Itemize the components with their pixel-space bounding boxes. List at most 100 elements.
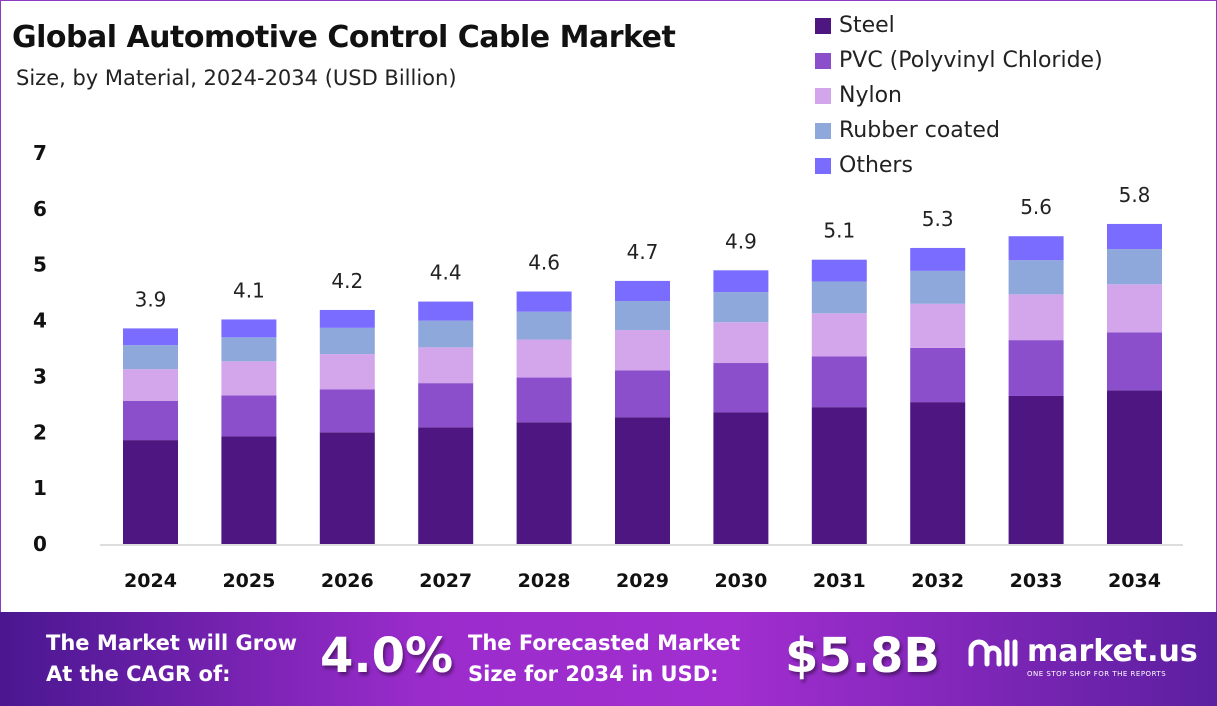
bar-segment-others	[319, 309, 375, 328]
y-tick-label: 0	[33, 532, 47, 556]
legend-swatch	[815, 17, 831, 34]
chart-title: Global Automotive Control Cable Market	[12, 20, 676, 55]
legend-label: Nylon	[839, 83, 902, 108]
legend: Steel PVC (Polyvinyl Chloride) Nylon Rubber…	[815, 8, 1103, 183]
bar-segment-steel	[123, 440, 178, 544]
bar-segment-nylon	[910, 303, 966, 348]
x-tick-label: 2031	[813, 570, 866, 592]
legend-swatch	[815, 157, 831, 174]
x-tick-label: 2028	[518, 570, 571, 592]
bar-segment-steel	[910, 402, 966, 544]
bar-segment-nylon	[713, 322, 769, 364]
x-tick-label: 2034	[1108, 570, 1161, 592]
bar-segment-rubber	[910, 270, 966, 304]
total-label: 3.9	[135, 287, 167, 311]
y-tick-label: 5	[33, 253, 47, 277]
x-tick-label: 2029	[616, 570, 669, 592]
forecast-value: $5.8B	[785, 628, 941, 684]
bar-segment-nylon	[221, 361, 277, 396]
legend-item: Steel	[815, 8, 1103, 43]
legend-label: Rubber coated	[839, 118, 1000, 143]
legend-swatch	[815, 87, 831, 104]
bar-segment-nylon	[615, 330, 670, 371]
bar-segment-others	[1008, 236, 1064, 261]
bar-segment-rubber	[811, 281, 867, 314]
y-tick-label: 3	[33, 364, 47, 388]
forecast-label: The Forecasted Market Size for 2034 in U…	[468, 628, 740, 690]
bar-segment-nylon	[1008, 294, 1064, 341]
bar-segment-others	[516, 291, 572, 312]
summary-banner: The Market will Grow At the CAGR of: 4.0…	[0, 612, 1217, 706]
legend-item: PVC (Polyvinyl Chloride)	[815, 43, 1103, 78]
x-tick-label: 2030	[714, 570, 767, 592]
bar-segment-steel	[1107, 390, 1162, 544]
bar-segment-pvc	[516, 377, 572, 423]
bar-segment-rubber	[1107, 249, 1162, 285]
bar-segment-pvc	[1008, 340, 1064, 396]
chart-subtitle: Size, by Material, 2024-2034 (USD Billio…	[16, 66, 457, 90]
bar-segment-nylon	[1107, 284, 1162, 333]
bar-segment-rubber	[418, 320, 474, 348]
x-tick-label: 2032	[911, 570, 964, 592]
bar-segment-others	[910, 247, 966, 271]
legend-label: PVC (Polyvinyl Chloride)	[839, 48, 1103, 73]
total-label: 4.6	[528, 251, 560, 275]
bar-segment-rubber	[123, 345, 178, 370]
x-tick-label: 2033	[1010, 570, 1063, 592]
bar-segment-nylon	[418, 347, 474, 384]
legend-item: Others	[815, 148, 1103, 183]
bar-segment-others	[615, 280, 670, 302]
total-label: 5.6	[1020, 195, 1052, 219]
total-label: 4.1	[233, 278, 265, 302]
cagr-value: 4.0%	[320, 628, 454, 684]
bar-segment-nylon	[319, 354, 375, 390]
bar-segment-others	[811, 259, 867, 282]
bar-segment-nylon	[123, 369, 178, 402]
total-label: 4.4	[430, 261, 462, 285]
bar-segment-pvc	[910, 347, 966, 403]
bar-segment-pvc	[1107, 332, 1162, 391]
x-tick-label: 2027	[419, 570, 472, 592]
bar-segment-rubber	[319, 327, 375, 355]
y-tick-label: 2	[33, 420, 47, 444]
legend-item: Nylon	[815, 78, 1103, 113]
bar-segment-others	[123, 328, 178, 346]
logo-name: market.us	[1027, 634, 1198, 669]
forecast-label-line1: The Forecasted Market	[468, 631, 741, 655]
stacked-bar-chart: 0 1 2 3 4 5 6 7 3.9 2024 4.1 2025 4.2 2026 4.4 2027 4.6 2…	[33, 141, 1183, 592]
y-tick-label: 7	[33, 141, 47, 165]
market-us-logo: market.us ONE STOP SHOP FOR THE REPORTS	[965, 634, 1198, 678]
bar-segment-nylon	[811, 313, 867, 357]
bar-segment-rubber	[516, 311, 572, 340]
y-tick-label: 4	[33, 309, 47, 333]
bar-segment-pvc	[713, 363, 769, 413]
bar-segment-steel	[516, 422, 572, 544]
bar-segment-rubber	[1008, 260, 1064, 295]
bar-segment-rubber	[221, 337, 277, 362]
bar-segment-steel	[811, 407, 867, 544]
total-label: 4.7	[627, 240, 659, 264]
x-tick-label: 2026	[321, 570, 374, 592]
legend-swatch	[815, 122, 831, 139]
legend-swatch	[815, 52, 831, 69]
bar-segment-others	[221, 319, 277, 338]
legend-label: Steel	[839, 13, 895, 38]
total-label: 4.2	[331, 269, 363, 293]
bar-segment-rubber	[713, 292, 769, 323]
bar-segment-pvc	[615, 370, 670, 418]
y-tick-label: 1	[33, 476, 47, 500]
cagr-label: The Market will Grow At the CAGR of:	[46, 628, 297, 690]
bar-segment-pvc	[418, 383, 474, 428]
bar-segment-steel	[1008, 395, 1064, 544]
bar-segment-pvc	[319, 389, 375, 433]
bar-segment-others	[713, 270, 769, 293]
bar-segment-pvc	[221, 395, 277, 437]
total-label: 5.1	[823, 219, 855, 243]
bar-segment-others	[1107, 223, 1162, 250]
y-tick-label: 6	[33, 197, 47, 221]
bar-segment-steel	[418, 427, 474, 544]
logo-tagline: ONE STOP SHOP FOR THE REPORTS	[1027, 670, 1167, 678]
legend-item: Rubber coated	[815, 113, 1103, 148]
forecast-label-line2: Size for 2034 in USD:	[468, 662, 719, 686]
logo-icon	[968, 639, 1018, 667]
